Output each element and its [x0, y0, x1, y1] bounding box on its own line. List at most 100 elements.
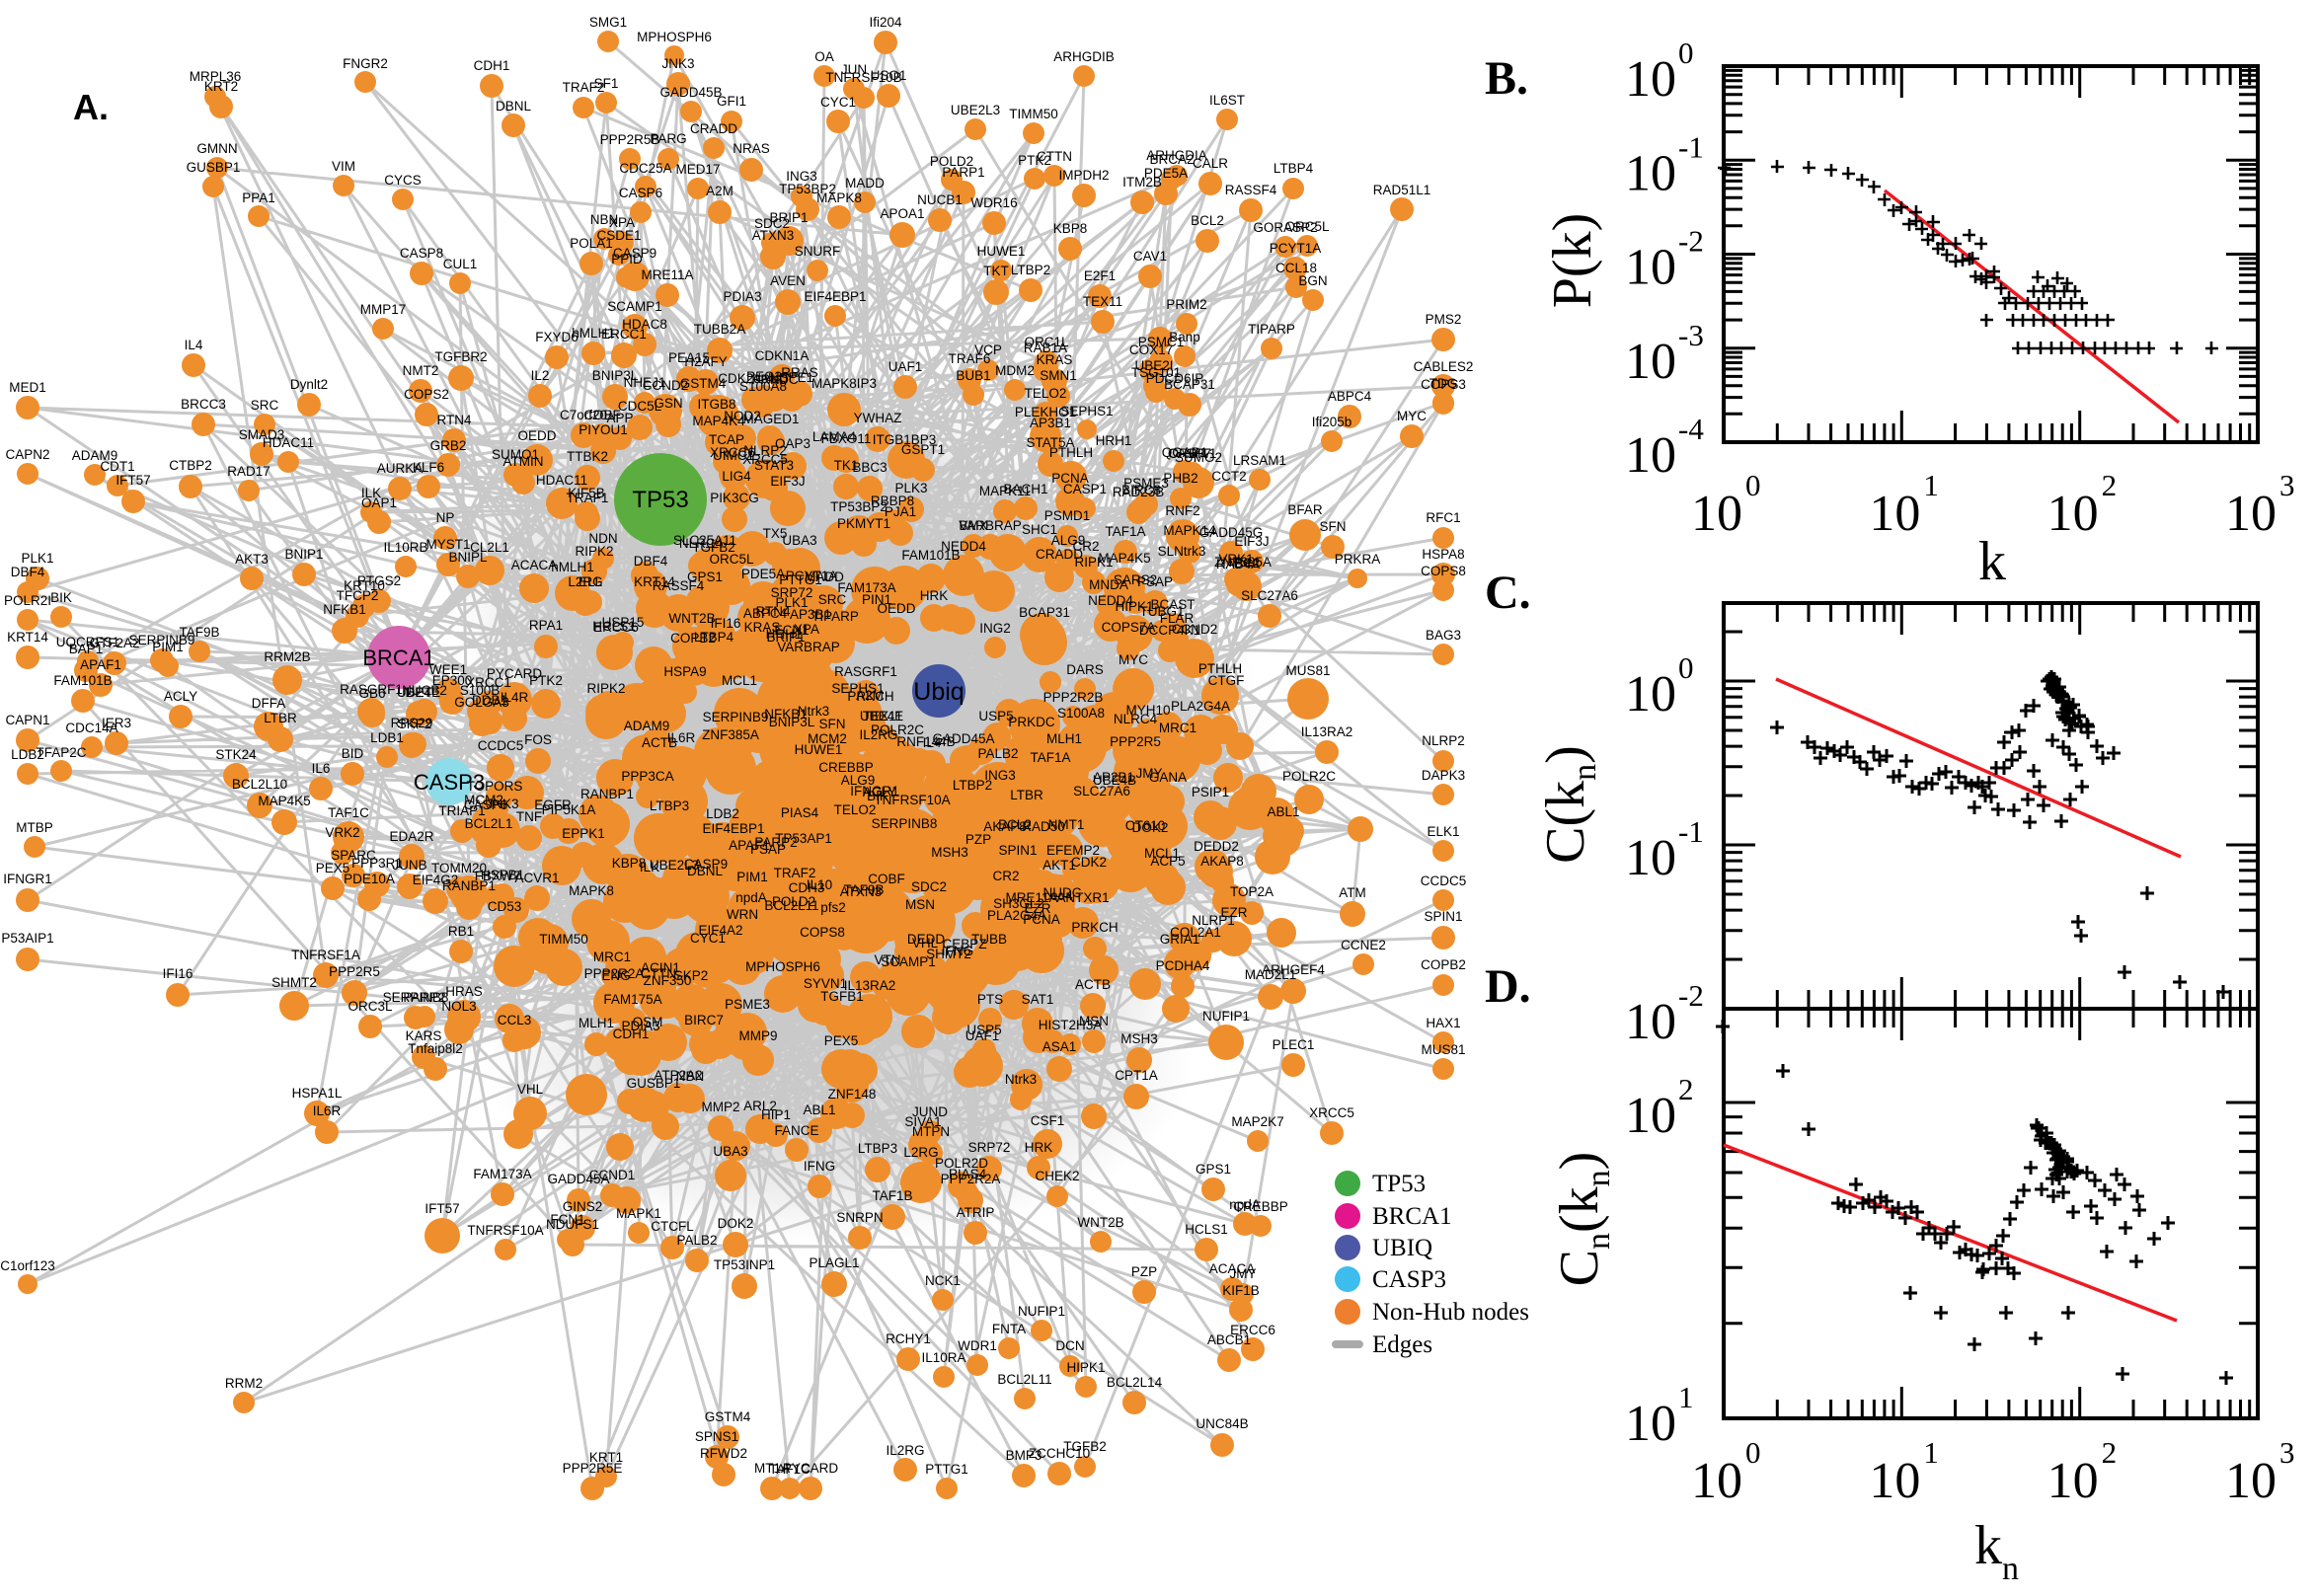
svg-text:C7orf20: C7orf20	[560, 408, 607, 422]
svg-text:MTBP: MTBP	[16, 820, 53, 835]
svg-text:BCAST: BCAST	[1150, 597, 1195, 612]
svg-text:kn: kn	[1974, 1515, 2019, 1587]
svg-text:LTBR: LTBR	[1010, 788, 1043, 802]
svg-text:ABL1: ABL1	[1267, 804, 1299, 819]
svg-text:JNK3: JNK3	[661, 56, 694, 71]
svg-text:FBXO11: FBXO11	[821, 431, 872, 446]
svg-text:DCN: DCN	[1055, 1338, 1084, 1353]
svg-text:SCAMP1: SCAMP1	[607, 299, 662, 314]
svg-text:GTF2A2: GTF2A2	[89, 636, 139, 650]
svg-text:APOA1: APOA1	[880, 206, 924, 221]
svg-text:VRK1: VRK1	[1218, 552, 1253, 567]
svg-text:RIPK2: RIPK2	[575, 544, 613, 559]
svg-text:EFEMP2: EFEMP2	[1046, 843, 1100, 858]
svg-text:LTBP2: LTBP2	[953, 778, 992, 793]
svg-text:ABL1: ABL1	[803, 1102, 835, 1117]
svg-text:WNT2B: WNT2B	[668, 611, 715, 626]
svg-text:CTCFL: CTCFL	[651, 1219, 694, 1234]
svg-text:10: 10	[1869, 486, 1920, 542]
svg-text:MED1: MED1	[9, 380, 46, 395]
svg-text:NOL3: NOL3	[441, 999, 476, 1014]
svg-text:CDK2deltaT: CDK2deltaT	[718, 371, 791, 386]
svg-text:RFWD2: RFWD2	[700, 1446, 747, 1461]
svg-text:MADD: MADD	[845, 176, 885, 190]
svg-text:UAF1: UAF1	[965, 1028, 1000, 1043]
svg-text:SF1: SF1	[594, 76, 619, 91]
svg-text:SHC1: SHC1	[1022, 522, 1057, 537]
svg-text:ALG9: ALG9	[1051, 533, 1086, 548]
svg-text:1: 1	[1678, 1380, 1694, 1414]
svg-text:TTBK2: TTBK2	[567, 449, 608, 464]
svg-text:ABCB1: ABCB1	[1207, 1332, 1251, 1347]
svg-text:HIP1: HIP1	[761, 1107, 791, 1122]
svg-text:BIRC8: BIRC8	[1121, 483, 1161, 497]
svg-text:HDAC11: HDAC11	[263, 435, 314, 450]
svg-text:-4: -4	[1678, 412, 1704, 446]
svg-text:TAF9B: TAF9B	[843, 882, 884, 897]
svg-text:COL2A1: COL2A1	[1170, 925, 1221, 940]
svg-text:RANBP1: RANBP1	[442, 878, 496, 893]
svg-text:TNF: TNF	[516, 809, 542, 824]
svg-text:CASP9: CASP9	[613, 246, 656, 261]
svg-text:HCLS1: HCLS1	[1185, 1222, 1228, 1237]
svg-text:ZNF385A: ZNF385A	[702, 727, 759, 742]
svg-text:SFN: SFN	[1320, 519, 1347, 534]
svg-text:ORBIT1: ORBIT1	[1169, 446, 1217, 461]
svg-text:Ubiq: Ubiq	[913, 678, 964, 706]
svg-text:JNK3: JNK3	[486, 797, 518, 811]
svg-text:C.: C.	[1485, 567, 1531, 619]
svg-text:TFCP2: TFCP2	[337, 588, 379, 603]
svg-text:USP5: USP5	[978, 709, 1013, 723]
svg-text:RFC1: RFC1	[1426, 510, 1460, 525]
svg-text:DBNL: DBNL	[496, 99, 532, 114]
svg-text:MSN: MSN	[905, 897, 935, 912]
svg-text:NCK1: NCK1	[925, 1273, 961, 1288]
svg-text:UIMC1: UIMC1	[713, 448, 754, 463]
svg-text:POLR2C: POLR2C	[871, 722, 924, 737]
svg-text:PZP: PZP	[965, 832, 991, 847]
svg-text:k: k	[1978, 531, 2006, 592]
svg-text:FAM101B: FAM101B	[53, 673, 112, 688]
svg-text:ATXN3: ATXN3	[840, 884, 883, 899]
svg-text:MRPL36: MRPL36	[190, 69, 242, 84]
svg-text:ATRIP: ATRIP	[957, 1205, 995, 1220]
svg-text:GADD45G: GADD45G	[1199, 525, 1264, 540]
svg-text:TEX11: TEX11	[863, 709, 902, 723]
svg-text:PPP2R2B: PPP2R2B	[1043, 690, 1104, 705]
svg-text:SEPHS1: SEPHS1	[1060, 404, 1113, 418]
svg-text:VHL: VHL	[517, 1082, 544, 1097]
svg-text:FNTA: FNTA	[992, 1322, 1026, 1336]
svg-text:JMY: JMY	[1230, 1266, 1257, 1281]
svg-text:MAD2L1: MAD2L1	[1245, 967, 1297, 982]
svg-text:CTBP2: CTBP2	[169, 458, 212, 473]
svg-text:IL4R: IL4R	[501, 690, 529, 705]
svg-text:ING2: ING2	[979, 621, 1011, 636]
svg-text:OSM: OSM	[633, 1015, 663, 1029]
svg-text:SPIN1: SPIN1	[998, 843, 1037, 858]
svg-text:XPA: XPA	[794, 622, 819, 637]
svg-text:JMY: JMY	[1136, 766, 1163, 781]
svg-text:ITGB8: ITGB8	[697, 397, 735, 412]
svg-text:GINS2: GINS2	[563, 1199, 603, 1214]
svg-text:TP53: TP53	[1372, 1171, 1426, 1197]
svg-text:BRIP1: BRIP1	[769, 210, 808, 225]
svg-text:KRT14: KRT14	[634, 574, 675, 589]
svg-text:UBE4B: UBE4B	[1093, 773, 1136, 788]
svg-text:TRAF2: TRAF2	[774, 866, 816, 880]
svg-text:EZR: EZR	[1025, 901, 1051, 916]
svg-text:BBC3: BBC3	[852, 460, 887, 475]
svg-text:HSPA1L: HSPA1L	[292, 1086, 343, 1101]
svg-text:GMNN: GMNN	[196, 141, 237, 156]
svg-text:2: 2	[2102, 468, 2118, 502]
svg-text:PCYT1A: PCYT1A	[786, 569, 838, 583]
svg-text:ADAM9: ADAM9	[72, 448, 118, 463]
svg-text:ACLY: ACLY	[164, 689, 197, 704]
svg-text:TFAP2C: TFAP2C	[36, 745, 86, 760]
svg-text:DAPK3: DAPK3	[1422, 768, 1465, 783]
svg-text:IL4: IL4	[923, 735, 942, 750]
svg-text:BFAR: BFAR	[1287, 502, 1323, 517]
svg-text:ACACA: ACACA	[1209, 1261, 1256, 1276]
svg-text:BCL2L14: BCL2L14	[1107, 1375, 1163, 1390]
svg-text:NUFIP1: NUFIP1	[1202, 1009, 1250, 1024]
svg-text:A.: A.	[73, 87, 109, 127]
